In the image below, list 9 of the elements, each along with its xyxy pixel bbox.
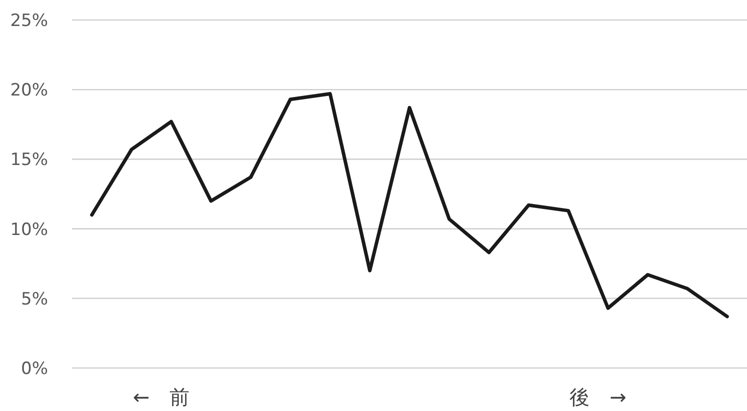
y-tick-label: 10% [10, 220, 48, 240]
y-tick-label: 5% [21, 289, 48, 310]
y-tick-label: 15% [10, 150, 48, 170]
line-series [90, 92, 729, 318]
x-tick-label: ← 前 [132, 385, 190, 409]
x-tick-label: 後 → [570, 385, 626, 409]
y-tick-label: 20% [10, 80, 48, 101]
y-tick-label: 0% [21, 359, 48, 379]
y-tick-label: 25% [10, 11, 48, 31]
